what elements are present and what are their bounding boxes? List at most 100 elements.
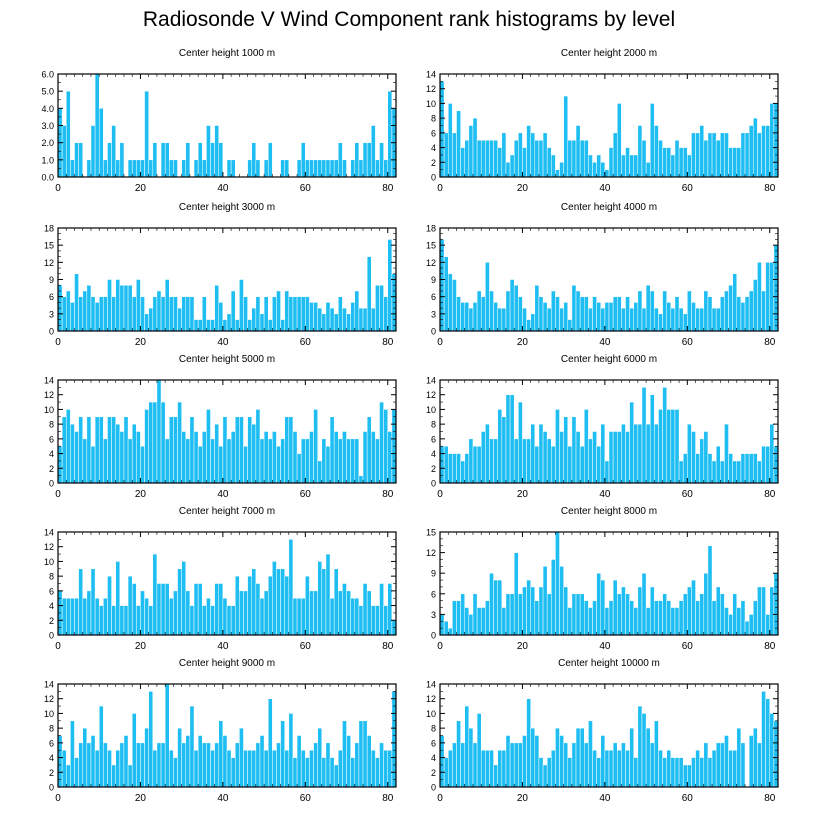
bar [148, 307, 154, 332]
bar [222, 735, 228, 788]
bar [456, 110, 461, 178]
bar [218, 302, 224, 332]
bar [164, 683, 170, 788]
bar [115, 749, 121, 788]
x-tick-label: 80 [764, 641, 776, 652]
y-tick-label: 5.0 [41, 87, 54, 97]
x-tick-label: 0 [55, 489, 61, 500]
bar [534, 600, 540, 636]
bar [210, 605, 215, 636]
bar [193, 749, 199, 788]
x-tick-label: 60 [300, 793, 312, 804]
panel-title: Center height 8000 m [561, 506, 657, 517]
bar [674, 296, 680, 332]
bar [189, 296, 195, 332]
bar [305, 159, 310, 178]
bar [604, 607, 610, 636]
bar [468, 125, 474, 178]
bar [239, 416, 244, 484]
x-tick-label: 40 [599, 489, 611, 500]
bar [300, 597, 306, 636]
panel-title: Center height 10000 m [558, 658, 660, 669]
bar [711, 307, 717, 332]
bar [354, 742, 360, 788]
bar [181, 431, 187, 484]
bar [575, 125, 581, 178]
bar [338, 296, 343, 332]
bar [649, 103, 655, 178]
bar [136, 431, 141, 484]
bar [649, 290, 655, 332]
bar [296, 296, 302, 332]
bar [189, 705, 195, 788]
bar [325, 159, 331, 178]
bar [177, 568, 182, 636]
bar [82, 438, 88, 484]
bar [387, 90, 393, 178]
x-tick-label: 0 [437, 641, 443, 652]
bar [375, 605, 380, 636]
bar [383, 605, 389, 636]
bar [505, 394, 511, 484]
bar [522, 147, 527, 178]
bar [563, 95, 569, 178]
y-tick-label: 3 [431, 610, 436, 620]
y-tick-label: 10 [426, 709, 436, 719]
bar [197, 142, 203, 178]
bar [666, 302, 672, 332]
bar [70, 720, 75, 788]
bar [621, 154, 626, 178]
bar [732, 749, 738, 788]
chart-panel-3: Center height 3000 m 0 20 40 60 80 0 3 6 9 12 15 18 [44, 202, 397, 348]
bar [358, 720, 364, 788]
bar [452, 600, 457, 636]
bar [156, 742, 162, 788]
bar [131, 159, 137, 178]
bar [300, 142, 306, 178]
bar [616, 593, 622, 636]
bar [300, 749, 306, 788]
bar [629, 401, 634, 484]
bar [674, 757, 680, 788]
bar [309, 431, 314, 484]
bar [90, 445, 96, 484]
bar [464, 302, 470, 332]
y-tick-label: 6 [431, 128, 436, 138]
bar [443, 132, 449, 178]
bar [567, 757, 573, 788]
bar [127, 284, 133, 332]
bar [247, 749, 252, 788]
bar [160, 742, 166, 788]
bar [333, 313, 339, 332]
bar [567, 319, 573, 332]
bar [509, 394, 515, 484]
bar [78, 142, 83, 178]
bar [218, 720, 224, 788]
bar [687, 423, 692, 484]
bar [480, 749, 486, 788]
bar [748, 290, 754, 332]
bar [464, 453, 470, 484]
bar [493, 302, 498, 332]
y-tick-label: 9 [431, 275, 436, 285]
bar [325, 553, 331, 636]
y-tick-label: 12 [426, 84, 436, 94]
y-tick-label: 2 [431, 464, 436, 474]
chart-panel-7: Center height 7000 m 0 20 40 60 80 0 2 4 6 8 10 12 14 [44, 506, 397, 652]
bar [177, 401, 182, 484]
bar [119, 605, 125, 636]
bar [280, 720, 285, 788]
bar [164, 438, 170, 484]
bar [641, 139, 647, 178]
x-tick-label: 40 [599, 641, 611, 652]
bar [371, 431, 376, 484]
bar [456, 453, 461, 484]
bar [272, 431, 277, 484]
bar [551, 559, 556, 636]
bar [321, 313, 327, 332]
bar [354, 142, 360, 178]
bar [383, 409, 389, 484]
x-tick-label: 20 [517, 793, 529, 804]
chart-panel-8: Center height 8000 m 0 20 40 60 80 0 3 6 9 12 15 [426, 506, 779, 652]
